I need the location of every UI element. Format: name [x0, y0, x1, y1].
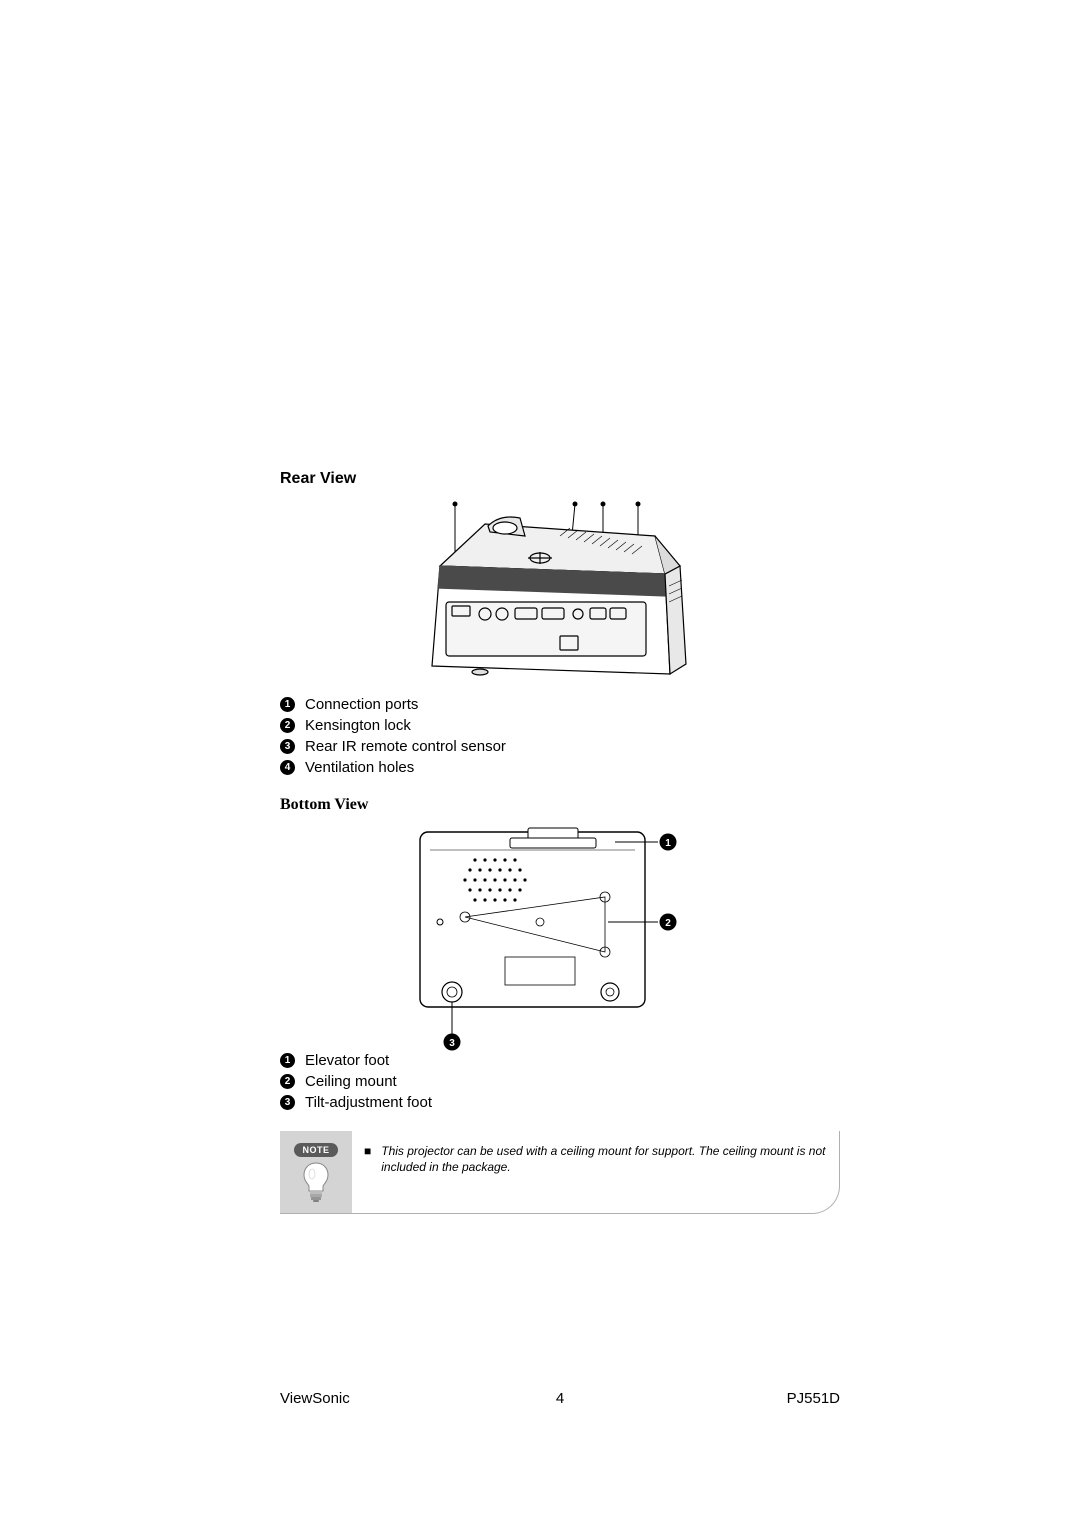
rear-view-title: Rear View [280, 470, 840, 488]
note-icon-column: NOTE [280, 1141, 352, 1203]
footer-page-number: 4 [556, 1390, 564, 1407]
footer-model: PJ551D [787, 1390, 840, 1407]
legend-item: 1 Elevator foot [280, 1052, 840, 1069]
legend-item: 2 Kensington lock [280, 717, 840, 734]
svg-text:1: 1 [665, 838, 671, 849]
note-text: ■ This projector can be used with a ceil… [364, 1141, 827, 1175]
bullet-number-icon: 3 [280, 739, 295, 754]
rear-view-legend: 1 Connection ports 2 Kensington lock 3 R… [280, 696, 840, 776]
legend-item: 2 Ceiling mount [280, 1073, 840, 1090]
lightbulb-icon [301, 1161, 331, 1203]
legend-label: Connection ports [305, 696, 418, 713]
bottom-view-legend: 1 Elevator foot 2 Ceiling mount 3 Tilt-a… [280, 1052, 840, 1111]
bullet-number-icon: 2 [280, 718, 295, 733]
legend-label: Elevator foot [305, 1052, 389, 1069]
legend-label: Rear IR remote control sensor [305, 738, 506, 755]
bullet-number-icon: 1 [280, 697, 295, 712]
legend-item: 4 Ventilation holes [280, 759, 840, 776]
bottom-view-title: Bottom View [280, 796, 840, 814]
note-body: This projector can be used with a ceilin… [381, 1143, 827, 1175]
footer-brand: ViewSonic [280, 1390, 350, 1407]
bullet-number-icon: 4 [280, 760, 295, 775]
legend-label: Ceiling mount [305, 1073, 397, 1090]
legend-item: 3 Rear IR remote control sensor [280, 738, 840, 755]
square-bullet-icon: ■ [364, 1145, 371, 1175]
legend-label: Kensington lock [305, 717, 411, 734]
rear-view-diagram [410, 496, 690, 696]
svg-text:3: 3 [449, 1038, 455, 1049]
page-footer: ViewSonic 4 PJ551D [280, 1390, 840, 1407]
bullet-number-icon: 2 [280, 1074, 295, 1089]
legend-label: Ventilation holes [305, 759, 414, 776]
legend-item: 1 Connection ports [280, 696, 840, 713]
note-box: NOTE ■ This projector can be used with a… [280, 1131, 840, 1214]
bullet-number-icon: 1 [280, 1053, 295, 1068]
bullet-number-icon: 3 [280, 1095, 295, 1110]
bottom-view-diagram: 1 2 3 [410, 822, 690, 1052]
legend-item: 3 Tilt-adjustment foot [280, 1094, 840, 1111]
svg-text:2: 2 [665, 918, 671, 929]
legend-label: Tilt-adjustment foot [305, 1094, 432, 1111]
note-badge: NOTE [294, 1143, 337, 1157]
